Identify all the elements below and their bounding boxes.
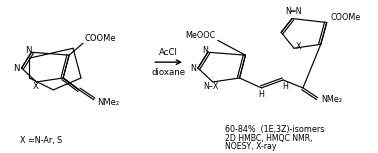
Text: H: H xyxy=(282,82,288,91)
Text: NMe₂: NMe₂ xyxy=(321,95,342,104)
Text: COOMe: COOMe xyxy=(85,34,116,43)
Text: X =N-Ar, S: X =N-Ar, S xyxy=(20,136,62,145)
Text: AcCl: AcCl xyxy=(159,48,178,57)
Text: H: H xyxy=(259,90,264,99)
Text: NOESY, X-ray: NOESY, X-ray xyxy=(225,142,276,151)
Text: N–X: N–X xyxy=(203,82,218,91)
Text: X: X xyxy=(296,42,302,51)
Text: N: N xyxy=(190,64,196,73)
Text: MeOOC: MeOOC xyxy=(186,31,216,40)
Text: N: N xyxy=(25,46,32,55)
Text: X: X xyxy=(33,82,38,91)
Text: dioxane: dioxane xyxy=(151,67,185,76)
Text: 60-84%  (1E,3Z)-isomers: 60-84% (1E,3Z)-isomers xyxy=(225,125,324,134)
Text: COOMe: COOMe xyxy=(331,13,361,22)
Text: 2D HMBC, HMQC NMR,: 2D HMBC, HMQC NMR, xyxy=(225,134,312,143)
Text: NMe₂: NMe₂ xyxy=(97,98,119,107)
Text: N═N: N═N xyxy=(286,7,302,16)
Text: N: N xyxy=(13,64,20,73)
Text: N: N xyxy=(202,46,208,55)
